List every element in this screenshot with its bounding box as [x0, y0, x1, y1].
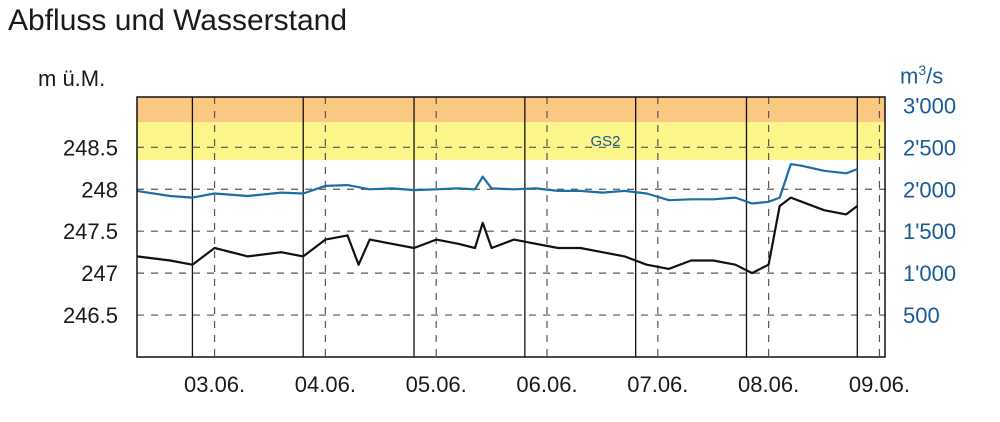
x-tick-label: 04.06.	[295, 372, 356, 397]
y-right-tick-label: 1'500	[903, 219, 956, 244]
y-right-tick-label: 1'000	[903, 261, 956, 286]
x-tick-label: 08.06.	[738, 372, 799, 397]
y-right-axis-label: m3/s	[900, 62, 943, 89]
y-right-unit-sup: 3	[918, 62, 927, 78]
y-right-tick-label: 3'000	[903, 93, 956, 118]
y-left-axis-label: m ü.M.	[38, 66, 106, 91]
y-right-unit-base: m	[900, 63, 919, 89]
y-right-tick-label: 2'500	[903, 135, 956, 160]
threshold-band-2	[137, 97, 885, 123]
plot-frame	[136, 96, 886, 358]
y-left-tick-label: 248.5	[63, 135, 118, 160]
y-right-tick-label: 2'000	[903, 177, 956, 202]
x-tick-label: 07.06.	[627, 372, 688, 397]
x-tick-label: 06.06.	[516, 372, 577, 397]
y-right-tick-label: 500	[903, 303, 940, 328]
series-line-1	[136, 163, 858, 205]
y-left-tick-label: 246.5	[63, 303, 118, 328]
x-tick-label: 05.06.	[406, 372, 467, 397]
series-line-2	[136, 196, 858, 275]
y-left-tick-label: 248	[81, 177, 118, 202]
x-tick-label: 03.06.	[184, 372, 245, 397]
band-label: GS2	[590, 133, 620, 150]
y-left-tick-label: 247	[81, 261, 118, 286]
y-left-tick-label: 247.5	[63, 219, 118, 244]
chart-title: Abfluss und Wasserstand	[8, 4, 348, 37]
x-tick-label: 09.06.	[849, 372, 910, 397]
y-right-unit-tail: /s	[926, 63, 944, 89]
threshold-band-1	[137, 122, 885, 160]
